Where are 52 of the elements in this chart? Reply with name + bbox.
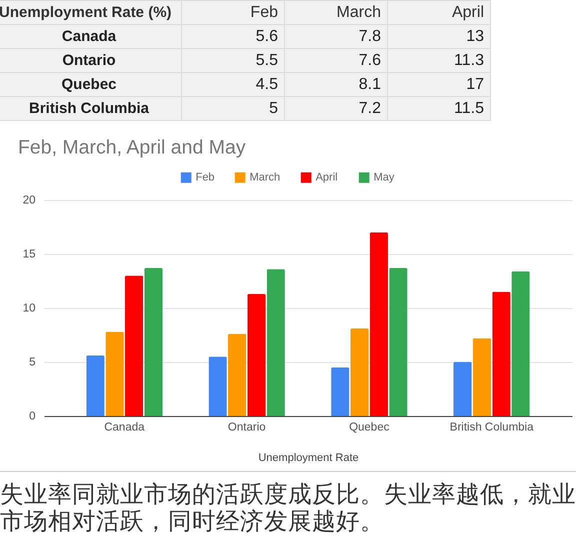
chart-title: Feb, March, April and May <box>18 136 246 158</box>
bar <box>124 276 144 416</box>
legend-label: May <box>374 172 395 184</box>
category-label: Ontario <box>0 48 182 72</box>
text: Unemployment Rate (%) <box>0 0 182 24</box>
x-tick-label: Canada <box>104 422 146 434</box>
legend-label: March <box>250 172 280 184</box>
legend-label: April <box>316 172 338 184</box>
data-label: 4.5 <box>182 72 284 96</box>
data-label: 13 <box>388 24 490 48</box>
data-label: 8.1 <box>284 72 388 96</box>
bar <box>208 356 227 416</box>
x-tick-label: Ontario <box>228 422 266 434</box>
data-label: 11.3 <box>388 48 490 72</box>
x-axis-title: Unemployment Rate <box>258 452 359 464</box>
y-tick-label: 10 <box>22 302 36 314</box>
text: 失业率同就业市场的活跃度成反比。失业率越低，就业市场相对活跃，同时经济发展越好。 <box>0 471 576 535</box>
y-tick-label: 15 <box>22 248 36 260</box>
bar <box>247 294 266 416</box>
data-label: 5 <box>182 96 284 120</box>
data-label: 17 <box>388 72 490 96</box>
data-label: 7.2 <box>284 96 388 120</box>
data-label: 5.5 <box>182 48 284 72</box>
bar <box>350 328 369 416</box>
bar <box>266 269 285 416</box>
bar <box>106 332 124 416</box>
y-tick-label: 20 <box>22 194 36 206</box>
category-label: Canada <box>0 24 182 48</box>
bar <box>389 268 408 416</box>
bar <box>144 268 163 416</box>
data-label: 7.8 <box>284 24 388 48</box>
data-label: 7.6 <box>284 48 388 72</box>
bar <box>228 334 246 416</box>
y-tick-label: 5 <box>29 356 36 368</box>
bar <box>86 356 104 416</box>
y-tick-label: 0 <box>29 410 36 422</box>
bar <box>492 292 510 416</box>
category-label: British Columbia <box>0 96 182 120</box>
text: March <box>284 0 388 24</box>
category-label: Quebec <box>0 72 182 96</box>
text: April <box>388 0 490 24</box>
x-tick-label: British Columbia <box>450 422 534 434</box>
data-label: 5.6 <box>182 24 284 48</box>
bar <box>331 367 350 416</box>
bar <box>370 232 388 416</box>
bar <box>453 362 472 416</box>
bar <box>512 271 530 416</box>
series-label: Feb <box>182 0 284 24</box>
data-label: 11.5 <box>388 96 490 120</box>
legend-label: Feb <box>196 172 215 184</box>
bar <box>472 338 492 416</box>
x-tick-label: Quebec <box>349 422 390 434</box>
